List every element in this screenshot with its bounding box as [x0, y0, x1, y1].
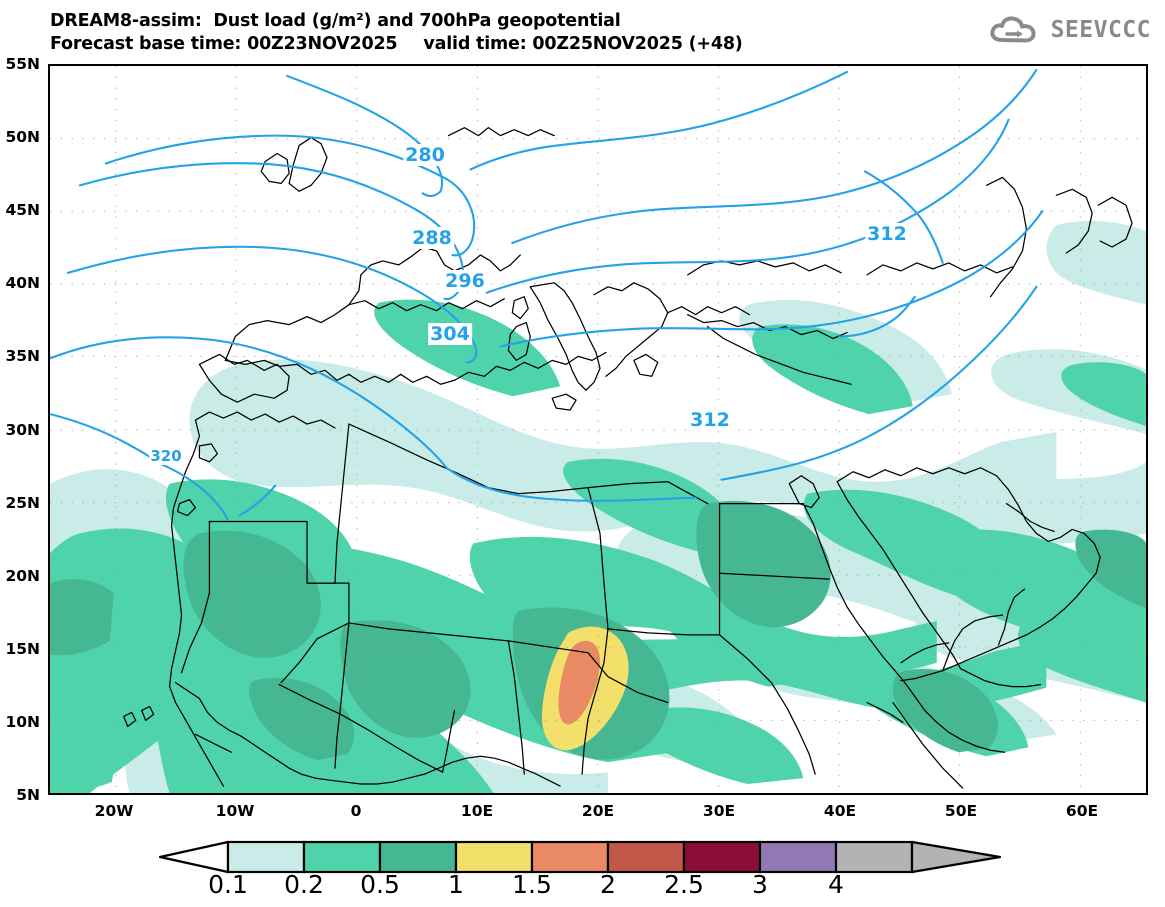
- cbar-label-7: 3: [752, 870, 768, 899]
- cbar-seg-0[interactable]: [226, 840, 306, 874]
- x-tick-0: 0: [350, 802, 362, 820]
- cloud-wind-icon: [990, 16, 1036, 43]
- forecast-valid-time: valid time: 00Z25NOV2025 (+48): [423, 34, 743, 54]
- y-tick-40N: 40N: [5, 274, 40, 292]
- map-canvas: [50, 66, 1146, 793]
- x-tick-20E: 20E: [581, 802, 615, 820]
- colorbar-segments[interactable]: [158, 840, 1002, 874]
- chart-header: DREAM8-assim: Dust load (g/m²) and 700hP…: [50, 10, 950, 56]
- cbar-label-5: 2: [600, 870, 616, 899]
- y-tick-30N: 30N: [5, 421, 40, 439]
- map-coastlines: [123, 127, 1133, 789]
- colorbar[interactable]: 0.1 0.2 0.5 1 1.5 2 2.5 3 4: [0, 840, 1165, 902]
- cbar-extend-min[interactable]: [158, 840, 230, 874]
- seevccc-logo: SEEVCCC: [988, 14, 1151, 46]
- x-tick-20W: 20W: [94, 802, 134, 820]
- chart-title: DREAM8-assim: Dust load (g/m²) and 700hP…: [50, 11, 621, 31]
- x-tick-30E: 30E: [702, 802, 736, 820]
- cbar-label-3: 1: [448, 870, 464, 899]
- forecast-base-time: Forecast base time: 00Z23NOV2025: [50, 34, 398, 54]
- cbar-label-1: 0.2: [284, 870, 324, 899]
- cbar-extend-max[interactable]: [910, 840, 1002, 874]
- x-tick-40E: 40E: [823, 802, 857, 820]
- cbar-label-8: 4: [828, 870, 844, 899]
- cbar-label-0: 0.1: [208, 870, 248, 899]
- y-tick-15N: 15N: [5, 640, 40, 658]
- cbar-seg-7[interactable]: [758, 840, 838, 874]
- map-plot-area[interactable]: [48, 64, 1148, 795]
- chart-subtitle: Forecast base time: 00Z23NOV2025 valid ti…: [50, 33, 950, 56]
- y-tick-20N: 20N: [5, 567, 40, 585]
- cbar-seg-2[interactable]: [378, 840, 458, 874]
- x-tick-50E: 50E: [944, 802, 978, 820]
- y-tick-5N: 5N: [16, 786, 40, 804]
- y-tick-55N: 55N: [5, 55, 40, 73]
- cbar-seg-1[interactable]: [302, 840, 382, 874]
- y-tick-35N: 35N: [5, 347, 40, 365]
- y-tick-50N: 50N: [5, 128, 40, 146]
- cbar-label-4: 1.5: [512, 870, 552, 899]
- y-tick-10N: 10N: [5, 713, 40, 731]
- cbar-seg-8[interactable]: [834, 840, 914, 874]
- cbar-seg-4[interactable]: [530, 840, 610, 874]
- y-tick-45N: 45N: [5, 201, 40, 219]
- x-tick-60E: 60E: [1065, 802, 1099, 820]
- shading-texture: [542, 622, 628, 753]
- cbar-seg-3[interactable]: [454, 840, 534, 874]
- x-tick-10W: 10W: [215, 802, 255, 820]
- y-tick-25N: 25N: [5, 494, 40, 512]
- x-tick-10E: 10E: [460, 802, 494, 820]
- cbar-seg-5[interactable]: [606, 840, 686, 874]
- logo-text: SEEVCCC: [1050, 17, 1151, 43]
- cbar-seg-6[interactable]: [682, 840, 762, 874]
- colorbar-swatches[interactable]: [0, 840, 1165, 880]
- cbar-label-2: 0.5: [360, 870, 400, 899]
- cbar-label-6: 2.5: [664, 870, 704, 899]
